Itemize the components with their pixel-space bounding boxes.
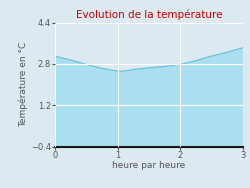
Y-axis label: Température en °C: Température en °C [18, 42, 28, 127]
Title: Evolution de la température: Evolution de la température [76, 10, 222, 20]
X-axis label: heure par heure: heure par heure [112, 161, 186, 170]
